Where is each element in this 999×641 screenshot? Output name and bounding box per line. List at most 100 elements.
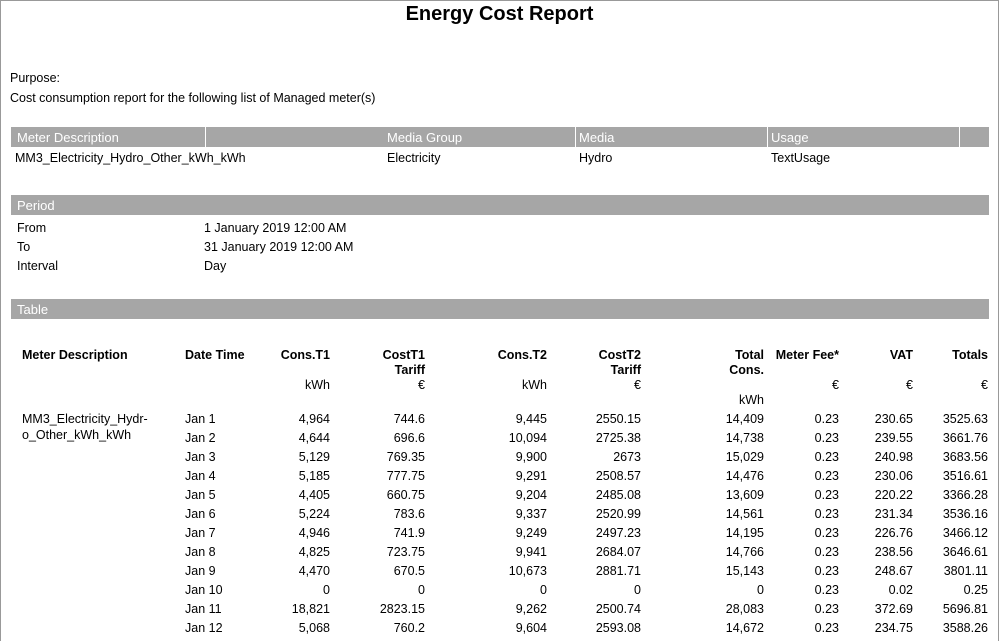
value-cell: 0: [457, 583, 547, 598]
column-separator: [959, 127, 960, 147]
value-cell: 5,224: [240, 507, 330, 522]
meters-cell: Electricity: [387, 151, 440, 166]
value-cell: 5696.81: [898, 602, 988, 617]
period-label: Interval: [17, 259, 58, 274]
table-column-header: Total Cons.: [719, 348, 764, 378]
meters-column-header: Meter Description: [17, 130, 119, 145]
value-cell: 4,644: [240, 431, 330, 446]
date-cell: Jan 11: [185, 602, 222, 617]
meters-cell: TextUsage: [771, 151, 830, 166]
value-cell: 2593.08: [551, 621, 641, 636]
value-cell: 769.35: [335, 450, 425, 465]
value-cell: 0: [240, 583, 330, 598]
table-column-header: VAT: [853, 348, 913, 363]
value-cell: 2500.74: [551, 602, 641, 617]
table-unit: €: [365, 378, 425, 393]
table-column-header: Meter Description: [22, 348, 128, 363]
value-cell: 0.25: [898, 583, 988, 598]
value-cell: 10,094: [457, 431, 547, 446]
period-value: Day: [204, 259, 226, 274]
period-value: 1 January 2019 12:00 AM: [204, 221, 346, 236]
period-title: Period: [17, 198, 55, 213]
table-column-header: CostT1 Tariff: [365, 348, 425, 378]
meter-description: o_Other_kWh_kWh: [22, 428, 131, 443]
value-cell: 9,604: [457, 621, 547, 636]
period-label: From: [17, 221, 46, 236]
value-cell: 9,249: [457, 526, 547, 541]
table-column-header: Cons.T1: [250, 348, 330, 363]
date-cell: Jan 3: [185, 450, 216, 465]
date-cell: Jan 5: [185, 488, 216, 503]
value-cell: 2497.23: [551, 526, 641, 541]
table-column-header: Cons.T2: [467, 348, 547, 363]
period-bar: [11, 195, 989, 215]
value-cell: 3366.28: [898, 488, 988, 503]
value-cell: 18,821: [240, 602, 330, 617]
purpose-label: Purpose:: [10, 71, 60, 86]
table-unit: kWh: [270, 378, 330, 393]
title: Energy Cost Report: [1, 2, 998, 26]
column-separator: [767, 127, 768, 147]
date-cell: Jan 12: [185, 621, 223, 636]
value-cell: 3661.76: [898, 431, 988, 446]
column-separator: [575, 127, 576, 147]
table-unit: €: [779, 378, 839, 393]
table-unit: €: [853, 378, 913, 393]
table-column-header: Totals: [928, 348, 988, 363]
value-cell: 5,129: [240, 450, 330, 465]
meters-header-bar: [11, 127, 989, 147]
meters-column-header: Media Group: [387, 130, 462, 145]
value-cell: 2550.15: [551, 412, 641, 427]
value-cell: 9,262: [457, 602, 547, 617]
date-cell: Jan 10: [185, 583, 223, 598]
value-cell: 2485.08: [551, 488, 641, 503]
value-cell: 3588.26: [898, 621, 988, 636]
value-cell: 4,825: [240, 545, 330, 560]
value-cell: 4,405: [240, 488, 330, 503]
date-cell: Jan 6: [185, 507, 216, 522]
value-cell: 670.5: [335, 564, 425, 579]
value-cell: 5,068: [240, 621, 330, 636]
table-unit: kWh: [487, 378, 547, 393]
period-label: To: [17, 240, 30, 255]
value-cell: 4,964: [240, 412, 330, 427]
table-column-header: Meter Fee*: [759, 348, 839, 363]
value-cell: 3516.61: [898, 469, 988, 484]
value-cell: 3525.63: [898, 412, 988, 427]
value-cell: 10,673: [457, 564, 547, 579]
value-cell: 4,946: [240, 526, 330, 541]
value-cell: 3646.61: [898, 545, 988, 560]
period-value: 31 January 2019 12:00 AM: [204, 240, 353, 255]
meters-cell: MM3_Electricity_Hydro_Other_kWh_kWh: [15, 151, 246, 166]
table-unit: €: [928, 378, 988, 393]
value-cell: 9,900: [457, 450, 547, 465]
value-cell: 2725.38: [551, 431, 641, 446]
date-cell: Jan 1: [185, 412, 216, 427]
value-cell: 9,941: [457, 545, 547, 560]
value-cell: 760.2: [335, 621, 425, 636]
meters-column-header: Media: [579, 130, 614, 145]
value-cell: 696.6: [335, 431, 425, 446]
table-unit: €: [581, 378, 641, 393]
value-cell: 777.75: [335, 469, 425, 484]
value-cell: 2881.71: [551, 564, 641, 579]
value-cell: 9,337: [457, 507, 547, 522]
date-cell: Jan 9: [185, 564, 216, 579]
table-title: Table: [17, 302, 48, 317]
value-cell: 3683.56: [898, 450, 988, 465]
value-cell: 2823.15: [335, 602, 425, 617]
value-cell: 723.75: [335, 545, 425, 560]
value-cell: 3801.11: [898, 564, 988, 579]
column-separator: [205, 127, 206, 147]
value-cell: 9,291: [457, 469, 547, 484]
value-cell: 3466.12: [898, 526, 988, 541]
meter-description: MM3_Electricity_Hydr-: [22, 412, 148, 427]
date-cell: Jan 8: [185, 545, 216, 560]
meters-cell: Hydro: [579, 151, 612, 166]
value-cell: 2520.99: [551, 507, 641, 522]
meters-column-header: Usage: [771, 130, 809, 145]
table-unit: kWh: [704, 393, 764, 408]
value-cell: 3536.16: [898, 507, 988, 522]
value-cell: 660.75: [335, 488, 425, 503]
